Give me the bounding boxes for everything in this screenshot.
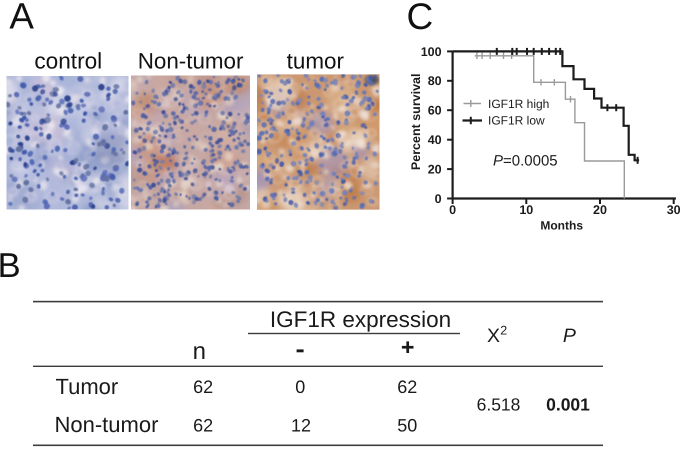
svg-text:0: 0 — [435, 192, 442, 206]
svg-text:12: 12 — [291, 416, 311, 436]
svg-text:P=0.0005: P=0.0005 — [493, 153, 558, 170]
svg-text:0: 0 — [449, 203, 456, 217]
svg-text:2: 2 — [500, 324, 507, 338]
svg-text:control: control — [34, 49, 102, 74]
svg-text:Tumor: Tumor — [56, 374, 119, 399]
svg-text:n: n — [193, 338, 206, 365]
svg-text:20: 20 — [593, 203, 607, 217]
svg-text:P: P — [563, 325, 576, 347]
svg-text:62: 62 — [193, 416, 213, 436]
svg-text:X: X — [487, 325, 500, 347]
svg-text:Non-tumor: Non-tumor — [138, 49, 244, 74]
svg-text:60: 60 — [428, 104, 442, 118]
svg-text:IGF1R high: IGF1R high — [488, 97, 549, 111]
svg-text:80: 80 — [428, 74, 442, 88]
svg-text:62: 62 — [193, 377, 213, 397]
svg-text:20: 20 — [428, 163, 442, 177]
svg-text:Percent survival: Percent survival — [409, 74, 423, 171]
svg-text:A: A — [9, 0, 34, 36]
svg-text:40: 40 — [428, 133, 442, 147]
svg-text:IGF1R low: IGF1R low — [488, 114, 545, 128]
svg-text:10: 10 — [519, 203, 533, 217]
svg-text:IGF1R expression: IGF1R expression — [270, 307, 451, 332]
svg-text:6.518: 6.518 — [477, 395, 521, 415]
svg-text:Months: Months — [540, 219, 583, 233]
svg-text:Non-tumor: Non-tumor — [55, 412, 159, 437]
svg-text:tumor: tumor — [287, 49, 345, 74]
svg-text:C: C — [407, 0, 434, 37]
svg-text:B: B — [0, 247, 21, 285]
svg-text:30: 30 — [667, 203, 680, 217]
svg-text:100: 100 — [421, 45, 442, 59]
svg-text:50: 50 — [397, 416, 417, 436]
svg-text:0: 0 — [295, 377, 305, 397]
svg-text:62: 62 — [397, 377, 417, 397]
svg-text:0.001: 0.001 — [546, 395, 590, 415]
